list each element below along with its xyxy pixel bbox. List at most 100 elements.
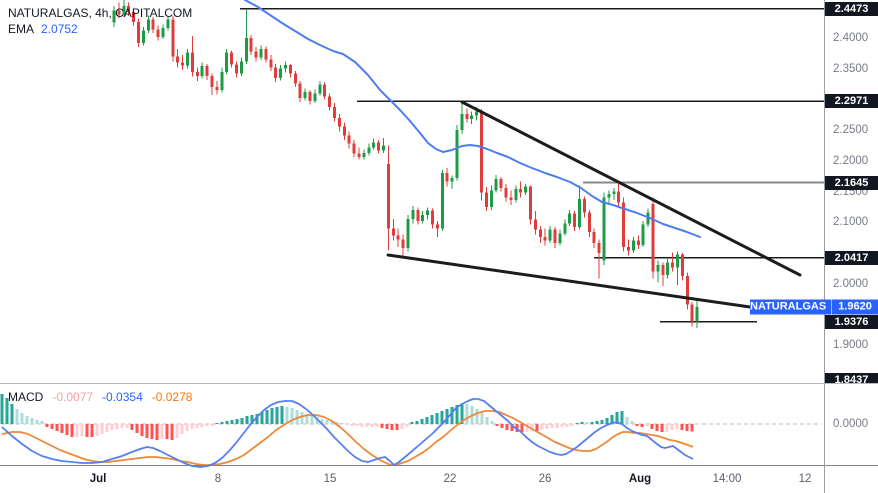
- candle-down: [288, 65, 292, 74]
- candle-up: [612, 191, 616, 194]
- macd-histogram-bar: [530, 424, 534, 432]
- candle-down: [533, 219, 537, 230]
- candle-up: [284, 65, 287, 69]
- candle-down: [308, 92, 312, 102]
- macd-histogram-bar: [400, 424, 404, 429]
- macd-histogram-bar: [115, 424, 119, 429]
- ema-legend: EMA 2.0752: [8, 21, 192, 37]
- macd-histogram-bar: [490, 421, 494, 424]
- candle-up: [494, 179, 498, 191]
- candle-down: [587, 212, 591, 233]
- candle-down: [622, 202, 626, 247]
- macd-histogram-bar: [215, 423, 219, 424]
- macd-histogram-bar: [150, 424, 154, 439]
- macd-histogram-bar: [375, 424, 379, 427]
- last-price-badge: NATURALGAS 1.9620: [750, 299, 878, 315]
- macd-histogram-bar: [595, 421, 599, 424]
- macd-histogram-bar: [565, 424, 569, 427]
- candle-down: [333, 106, 336, 118]
- candle-down: [274, 67, 278, 78]
- macd-histogram-bar: [540, 424, 544, 430]
- candle-up: [568, 213, 572, 224]
- pane-separator[interactable]: [0, 383, 878, 384]
- macd-histogram-bar: [590, 421, 594, 424]
- macd-line-value: -0.0354: [102, 390, 143, 404]
- macd-histogram-bar: [585, 421, 589, 424]
- candle-down: [651, 203, 655, 272]
- macd-histogram-bar: [660, 424, 664, 432]
- candle-down: [592, 232, 596, 244]
- macd-histogram-bar: [340, 423, 344, 424]
- candle-up: [112, 10, 116, 23]
- macd-histogram-bar: [50, 424, 54, 429]
- macd-histogram-bar: [15, 409, 19, 424]
- macd-histogram-bar: [560, 424, 564, 427]
- candle-up: [548, 229, 552, 241]
- candle-down: [156, 29, 160, 37]
- macd-histogram-bar: [110, 424, 114, 430]
- last-price-value: 1.9620: [838, 300, 872, 313]
- candle-down: [582, 198, 586, 213]
- candle-up: [563, 223, 567, 234]
- ema-value: 2.0752: [41, 22, 78, 36]
- macd-histogram-bar: [330, 421, 334, 424]
- candle-down: [445, 173, 449, 182]
- macd-histogram-bar: [360, 424, 364, 427]
- macd-histogram-bar: [275, 407, 279, 424]
- macd-histogram-bar: [345, 424, 349, 425]
- candle-up: [244, 38, 248, 62]
- candle-down: [391, 228, 395, 236]
- candle-down: [671, 262, 675, 268]
- symbol-legend: NATURALGAS, 4h, CAPITALCOM EMA 2.0752: [8, 5, 192, 37]
- ema-label[interactable]: EMA: [8, 22, 35, 36]
- candle-up: [225, 52, 229, 72]
- macd-histogram-bar: [295, 409, 299, 424]
- symbol-title[interactable]: NATURALGAS, 4h, CAPITALCOM: [8, 6, 193, 20]
- macd-histogram-bar: [380, 424, 384, 429]
- macd-histogram-bar: [580, 421, 584, 424]
- candle-down: [627, 246, 630, 251]
- macd-histogram-bar: [600, 419, 604, 424]
- price-axis-label: 2.4000: [833, 32, 869, 44]
- candle-down: [176, 56, 180, 63]
- macd-histogram-bar: [315, 416, 319, 424]
- candle-down: [347, 135, 351, 144]
- macd-histogram-bar: [65, 424, 69, 436]
- macd-histogram-bar: [25, 416, 29, 424]
- candle-up: [122, 6, 126, 15]
- macd-histogram-bar: [690, 424, 694, 432]
- price-axis-label: 2.0000: [833, 277, 869, 290]
- macd-histogram-bar: [395, 424, 399, 430]
- macd-histogram-bar: [30, 418, 34, 424]
- macd-histogram-bar: [455, 404, 459, 424]
- macd-histogram-bar: [670, 424, 674, 430]
- macd-histogram-bar: [120, 424, 124, 429]
- candle-down: [504, 187, 508, 198]
- macd-histogram-bar: [320, 419, 324, 424]
- macd-histogram-bar: [510, 424, 514, 432]
- macd-histogram-bar: [285, 407, 289, 424]
- macd-label[interactable]: MACD: [8, 390, 44, 404]
- macd-histogram-bar: [85, 424, 89, 437]
- macd-histogram-bar: [95, 424, 99, 436]
- macd-histogram-bar: [685, 424, 689, 432]
- macd-histogram-bar: [260, 412, 264, 424]
- macd-histogram-bar: [635, 424, 639, 427]
- candle-down: [416, 209, 420, 221]
- candle-down: [352, 143, 356, 154]
- last-price-symbol: NATURALGAS: [750, 300, 827, 313]
- macd-histogram-bar: [680, 424, 684, 430]
- macd-histogram-bar: [575, 423, 579, 424]
- candle-up: [666, 262, 670, 276]
- macd-histogram-bar: [615, 412, 619, 424]
- macd-histogram-bar: [185, 424, 189, 432]
- candle-down: [636, 240, 640, 245]
- candle-down: [337, 117, 341, 127]
- candle-up: [146, 19, 150, 31]
- candle-down: [264, 49, 268, 60]
- macd-histogram-bar: [70, 424, 74, 437]
- candle-up: [524, 186, 528, 193]
- candle-up: [220, 71, 224, 91]
